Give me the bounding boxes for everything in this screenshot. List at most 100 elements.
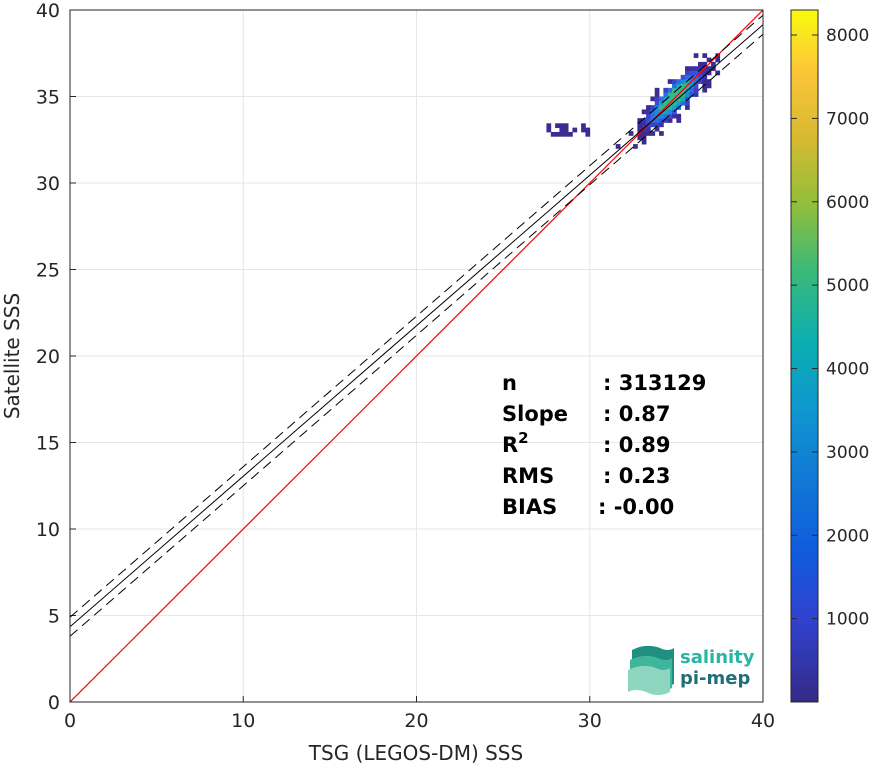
colorbar-tick-labels: 1000 2000 3000 4000 5000 6000 7000 8000: [791, 26, 869, 630]
density-cell: [546, 127, 552, 133]
density-cell: [706, 79, 712, 84]
density-cell: [654, 87, 660, 93]
density-cell: [672, 105, 677, 110]
statistics-box: n: 313129 Slope: 0.87 R2: 0.89 RMS: 0.23 BIA…: [502, 371, 706, 519]
density-cell: [685, 66, 690, 71]
density-cell: [672, 100, 677, 106]
density-cell: [698, 61, 703, 67]
upper-bound-line: [70, 14, 763, 618]
colorbar-tick-label: 6000: [826, 193, 869, 213]
colorbar-tick-label: 2000: [826, 526, 869, 546]
density-cell: [672, 79, 677, 84]
colorbar-tick-label: 3000: [826, 443, 869, 463]
density-cell: [646, 126, 651, 132]
density-cell: [672, 113, 677, 119]
regression-line: [70, 24, 763, 628]
density-cell: [672, 83, 677, 89]
density-cell: [702, 53, 708, 58]
density-cell: [711, 61, 716, 67]
y-tick-label: 5: [48, 606, 60, 628]
density-cell: [693, 79, 699, 84]
density-cell: [676, 100, 682, 106]
stat-value: : 313129: [603, 371, 706, 395]
density-cell: [654, 96, 660, 102]
density-cell: [676, 96, 682, 102]
density-cell: [555, 131, 560, 137]
density-cell: [581, 123, 586, 129]
y-tick-label: 35: [36, 87, 60, 109]
density-cell: [689, 66, 695, 71]
y-tick-label: 20: [36, 346, 60, 368]
density-cell: [650, 105, 656, 110]
density-cell: [702, 74, 708, 80]
x-tick-label: 10: [231, 710, 255, 732]
density-cell: [711, 66, 716, 71]
density-cell: [672, 92, 677, 97]
logo-text-line1: salinity: [680, 647, 755, 668]
density-cell: [672, 87, 677, 93]
density-cell: [654, 109, 660, 115]
density-cell: [559, 123, 565, 129]
density-cell: [667, 113, 673, 119]
density-cell: [641, 118, 647, 123]
plot-frame: [69, 9, 764, 703]
stat-value: : -0.00: [598, 495, 674, 519]
colorbar-tick-label: 8000: [826, 26, 869, 46]
density-cell: [689, 92, 695, 97]
x-tick-label: 40: [751, 710, 775, 732]
density-cell: [646, 113, 651, 119]
density-cell: [663, 92, 669, 97]
density-cell: [698, 79, 703, 84]
density-cell: [676, 113, 682, 119]
density-cell: [689, 70, 695, 76]
density-cell: [555, 123, 560, 129]
density-cell: [663, 100, 669, 106]
density-cell: [659, 100, 664, 106]
density-cell: [615, 144, 621, 149]
density-cell: [693, 92, 699, 97]
density-cell: [667, 87, 673, 93]
density-cell: [693, 83, 699, 89]
colorbar-tick-label: 7000: [826, 109, 869, 129]
stat-value: : 0.89: [603, 433, 671, 457]
density-cell: [581, 127, 586, 133]
density-cell: [685, 79, 690, 84]
density-cell: [654, 100, 660, 106]
density-cell: [693, 70, 699, 76]
density-cell: [559, 131, 565, 137]
density-cell: [693, 53, 699, 58]
density-cell: [663, 109, 669, 115]
density-cell: [559, 127, 565, 133]
density-cell: [676, 79, 682, 84]
density-cell: [650, 96, 656, 102]
y-tick-label: 25: [36, 260, 60, 282]
density-cell: [659, 131, 664, 136]
density-cell: [689, 87, 695, 93]
density-cell: [689, 83, 695, 89]
logo-text-line2: pi-mep: [680, 668, 750, 689]
density-cell: [667, 118, 673, 123]
stat-value: : 0.23: [603, 464, 671, 488]
density-cell: [715, 70, 721, 76]
stat-value: : 0.87: [603, 402, 671, 426]
x-tick-labels: 0 10 20 30 40: [64, 710, 775, 732]
density-cell: [633, 144, 638, 149]
density-cell: [646, 131, 651, 136]
density-cell: [628, 131, 634, 136]
density-cell: [646, 109, 651, 115]
density-cell: [663, 113, 669, 119]
density-cell: [676, 118, 682, 123]
density-cell: [685, 105, 690, 110]
y-tick-label: 0: [48, 692, 60, 714]
density-cell: [650, 113, 656, 119]
density-cell: [702, 61, 708, 67]
y-tick-labels: 0 5 10 15 20 25 30 35 40: [36, 0, 60, 714]
regression-lines: [70, 10, 763, 702]
x-tick-label: 30: [578, 710, 602, 732]
density-cell: [637, 135, 643, 141]
density-cell: [646, 105, 651, 110]
x-tick-label: 20: [404, 710, 428, 732]
stat-label: BIAS: [502, 495, 557, 519]
density-cell: [585, 127, 591, 133]
